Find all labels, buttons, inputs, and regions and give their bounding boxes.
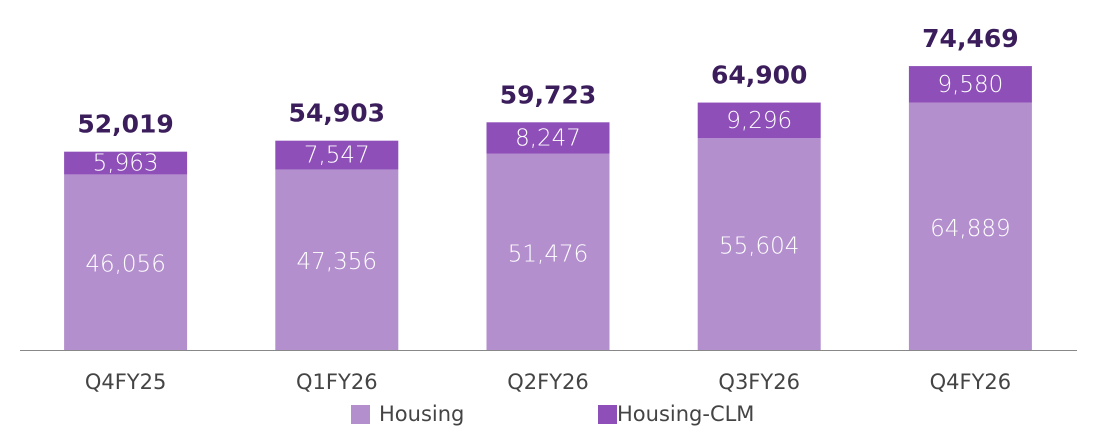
x-tick-label: Q4FY26 [930, 370, 1012, 394]
x-tick-label: Q2FY26 [507, 370, 589, 394]
data-label: 46,056 [85, 252, 165, 278]
bar-segment [697, 138, 821, 350]
bar-segment [908, 66, 1032, 103]
data-label: 7,547 [304, 143, 370, 169]
total-label: 54,903 [289, 99, 385, 128]
legend-swatch [598, 405, 617, 424]
x-tick-label: Q3FY26 [718, 370, 800, 394]
total-label: 52,019 [77, 110, 173, 139]
data-label: 51,476 [508, 241, 588, 267]
total-label: 64,900 [711, 61, 807, 90]
x-tick-label: Q1FY26 [296, 370, 378, 394]
bar-segment [64, 151, 188, 175]
total-label: 59,723 [500, 80, 596, 109]
data-label: 9,296 [726, 108, 792, 134]
data-label: 47,356 [297, 249, 377, 275]
legend-swatch [351, 405, 370, 424]
legend-label: Housing-CLM [617, 402, 754, 426]
bar-segment [64, 174, 188, 350]
bar-segment [486, 122, 610, 154]
bar-segment [275, 169, 399, 350]
bar-segment [908, 102, 1032, 350]
data-label: 8,247 [515, 126, 581, 152]
x-tick-label: Q4FY25 [85, 370, 167, 394]
bar-segment [486, 153, 610, 350]
legend-label: Housing [379, 402, 464, 426]
bar-segment [275, 140, 399, 170]
data-label: 9,580 [937, 72, 1003, 98]
data-label: 55,604 [719, 234, 799, 260]
bar-segment [697, 102, 821, 139]
data-label: 5,963 [93, 151, 159, 177]
total-label: 74,469 [922, 24, 1018, 53]
data-label: 64,889 [930, 216, 1010, 242]
